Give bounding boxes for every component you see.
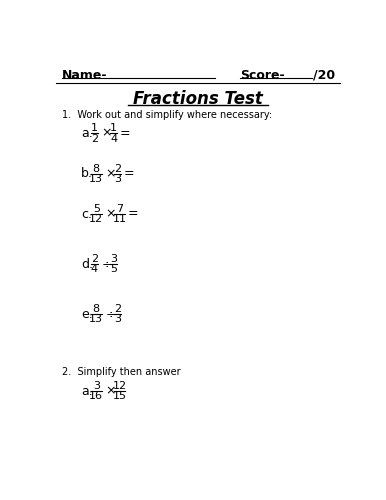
Text: 5: 5 bbox=[110, 264, 117, 274]
Text: 1: 1 bbox=[110, 123, 117, 133]
Text: 2: 2 bbox=[91, 134, 98, 143]
Text: c.: c. bbox=[81, 208, 92, 220]
Text: ÷: ÷ bbox=[102, 258, 112, 270]
Text: Fractions Test: Fractions Test bbox=[133, 90, 263, 108]
Text: 3: 3 bbox=[114, 314, 121, 324]
Text: a.: a. bbox=[81, 384, 93, 398]
Text: =: = bbox=[120, 126, 130, 140]
Text: 2.  Simplify then answer: 2. Simplify then answer bbox=[62, 367, 181, 377]
Text: b.: b. bbox=[81, 168, 93, 180]
Text: ×: × bbox=[105, 208, 116, 220]
Text: 4: 4 bbox=[110, 134, 117, 143]
Text: =: = bbox=[124, 168, 134, 180]
Text: 5: 5 bbox=[93, 204, 100, 214]
Text: /20: /20 bbox=[313, 69, 335, 82]
Text: d.: d. bbox=[81, 258, 93, 270]
Text: 2: 2 bbox=[91, 254, 98, 264]
Text: 3: 3 bbox=[114, 174, 121, 184]
Text: 8: 8 bbox=[93, 164, 100, 173]
Text: ×: × bbox=[102, 126, 112, 140]
Text: 13: 13 bbox=[89, 174, 103, 184]
Text: 1.  Work out and simplify where necessary:: 1. Work out and simplify where necessary… bbox=[62, 110, 273, 120]
Text: 4: 4 bbox=[91, 264, 98, 274]
Text: 2: 2 bbox=[114, 164, 121, 173]
Text: =: = bbox=[127, 208, 138, 220]
Text: 1: 1 bbox=[91, 123, 98, 133]
Text: 3: 3 bbox=[110, 254, 117, 264]
Text: Score-: Score- bbox=[240, 69, 285, 82]
Text: a.: a. bbox=[81, 126, 93, 140]
Text: 7: 7 bbox=[116, 204, 123, 214]
Text: ×: × bbox=[105, 384, 116, 398]
Text: 8: 8 bbox=[93, 304, 100, 314]
Text: 2: 2 bbox=[114, 304, 121, 314]
Text: 12: 12 bbox=[89, 214, 103, 224]
Text: ÷: ÷ bbox=[105, 308, 116, 320]
Text: e.: e. bbox=[81, 308, 93, 320]
Text: ×: × bbox=[105, 168, 116, 180]
Text: 11: 11 bbox=[112, 214, 127, 224]
Text: 3: 3 bbox=[93, 380, 100, 390]
Text: 12: 12 bbox=[112, 380, 127, 390]
Text: 13: 13 bbox=[89, 314, 103, 324]
Text: Name-: Name- bbox=[62, 69, 108, 82]
Text: 16: 16 bbox=[89, 392, 103, 402]
Text: 15: 15 bbox=[112, 392, 127, 402]
